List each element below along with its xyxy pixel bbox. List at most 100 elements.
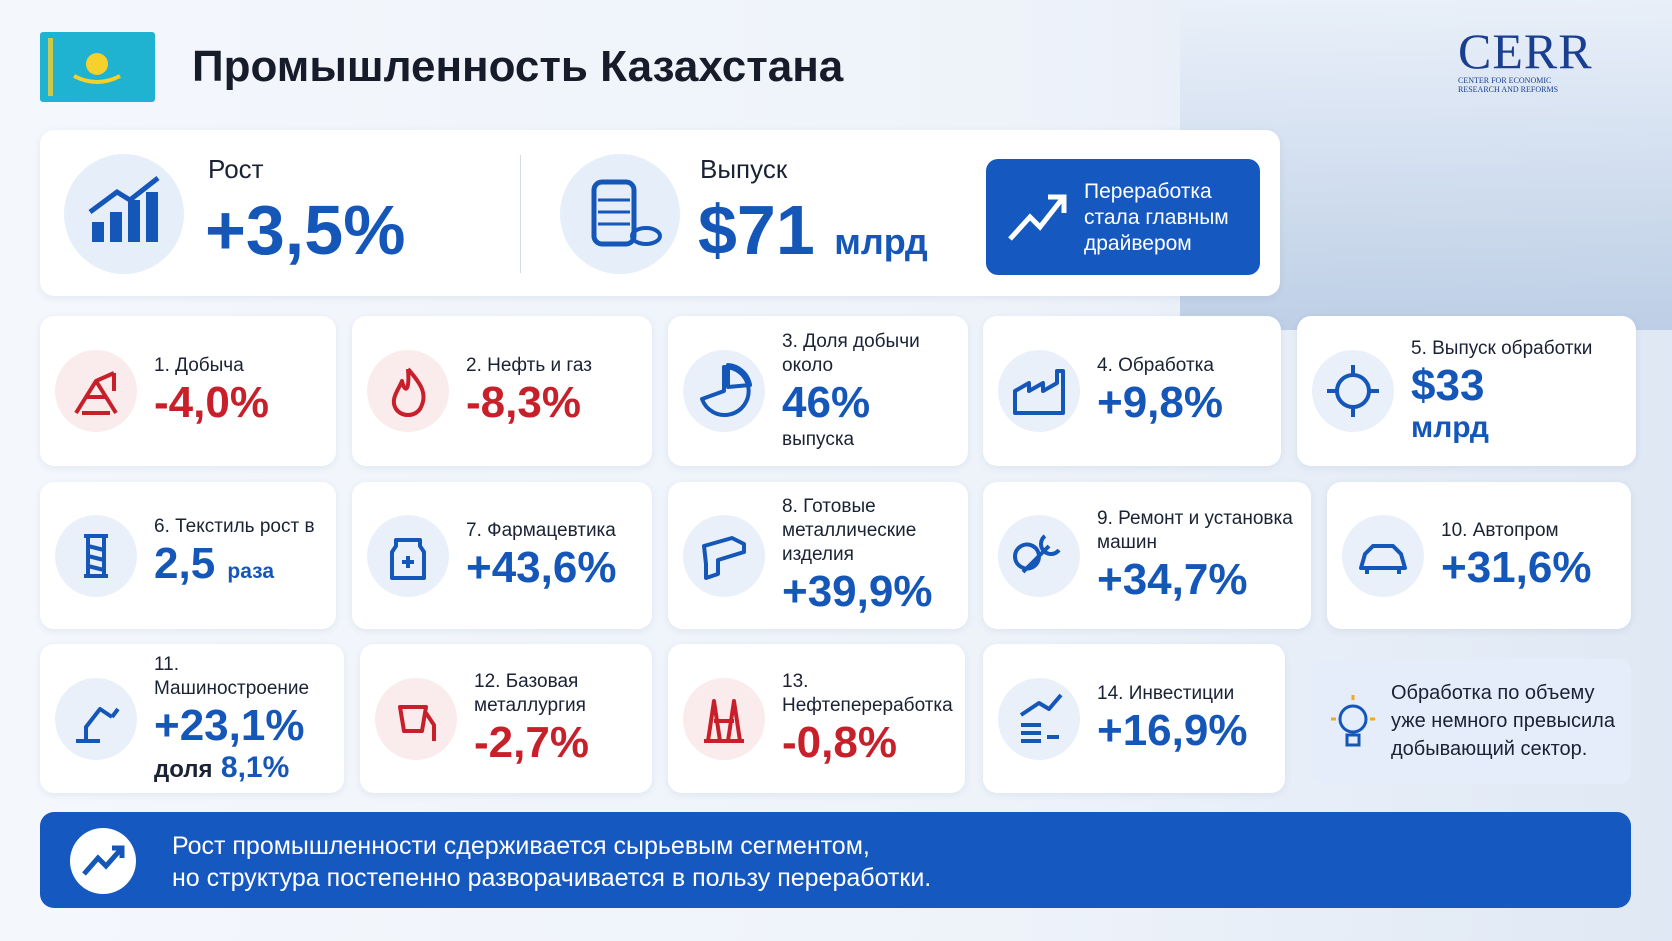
card-figure: 2,5 раза bbox=[154, 539, 328, 597]
growth-value: +3,5% bbox=[205, 191, 406, 269]
card-value: $33 bbox=[1411, 361, 1485, 410]
stat-card: 14. Инвестиции +16,9% bbox=[983, 644, 1285, 793]
card-label: 2. Нефть и газ bbox=[466, 355, 592, 376]
card-label: 11. Машиностроение bbox=[154, 653, 310, 699]
card-icon bbox=[55, 350, 137, 432]
card-figure: $33 bbox=[1411, 361, 1628, 411]
stat-card: 9. Ремонт и установка машин +34,7% bbox=[983, 482, 1311, 629]
card-icon bbox=[998, 350, 1080, 432]
card-figure: -0,8% bbox=[782, 718, 957, 768]
card-icon bbox=[998, 514, 1080, 597]
card-figure: -4,0% bbox=[154, 378, 328, 428]
card-figure: +39,9% bbox=[782, 567, 960, 617]
card-value: +9,8% bbox=[1097, 378, 1223, 427]
card-label: 4. Обработка bbox=[1097, 355, 1214, 376]
logo-name: CERR bbox=[1458, 23, 1593, 79]
card-suffix: млрд bbox=[1411, 411, 1489, 444]
card-text: 1. Добыча -4,0% bbox=[154, 316, 328, 466]
card-figure: -2,7% bbox=[474, 718, 644, 768]
card-text: 14. Инвестиции +16,9% bbox=[1097, 644, 1277, 793]
footer-line: Рост промышленности сдерживается сырьевы… bbox=[172, 832, 870, 860]
stat-card: 1. Добыча -4,0% bbox=[40, 316, 336, 466]
card-label: 3. Доля добычи около bbox=[782, 331, 920, 376]
card-value: -0,8% bbox=[782, 717, 897, 767]
stat-card: 6. Текстиль рост в 2,5 раза bbox=[40, 482, 336, 629]
card-text: 11. Машиностроение +23,1% доля 8,1% bbox=[154, 644, 336, 793]
card-value: +23,1% bbox=[154, 700, 305, 750]
note-icon bbox=[1331, 695, 1375, 747]
card-figure: +34,7% bbox=[1097, 555, 1303, 605]
card-text: 12. Базовая металлургия -2,7% bbox=[474, 644, 644, 793]
card-label: 6. Текстиль рост в bbox=[154, 515, 315, 537]
stat-card: 11. Машиностроение +23,1% доля 8,1% bbox=[40, 644, 344, 793]
output-unit: млрд bbox=[834, 221, 928, 262]
stat-card: 2. Нефть и газ -8,3% bbox=[352, 316, 652, 466]
highlight-box: Переработка стала главным драйвером bbox=[986, 159, 1260, 275]
card-icon bbox=[367, 350, 449, 432]
stat-card: 3. Доля добычи около 46% выпуска bbox=[668, 316, 968, 466]
card-figure: +9,8% bbox=[1097, 378, 1273, 428]
card-text: 10. Автопром +31,6% bbox=[1441, 482, 1623, 629]
stat-card: 8. Готовые металлические изделия +39,9% bbox=[668, 482, 968, 629]
card-value: -8,3% bbox=[466, 378, 581, 427]
card-icon bbox=[375, 677, 457, 760]
card-icon bbox=[683, 514, 765, 597]
card-value: -2,7% bbox=[474, 717, 589, 767]
card-text: 2. Нефть и газ -8,3% bbox=[466, 316, 644, 466]
stat-card: 7. Фармацевтика +43,6% bbox=[352, 482, 652, 629]
card-icon bbox=[1312, 350, 1394, 432]
card-text: 5. Выпуск обработки $33 млрд bbox=[1411, 316, 1628, 466]
note-text: Обработка по объему уже немного превысил… bbox=[1391, 682, 1615, 760]
card-extra: доля 8,1% bbox=[154, 751, 336, 785]
card-label: 5. Выпуск обработки bbox=[1411, 338, 1593, 359]
output-value: $71 bbox=[698, 191, 815, 269]
card-icon bbox=[683, 350, 765, 432]
card-label: 7. Фармацевтика bbox=[466, 519, 616, 541]
card-extra-value: 8,1% bbox=[220, 750, 290, 784]
footer-line: но структура постепенно разворачивается … bbox=[172, 864, 932, 892]
stat-card: 4. Обработка +9,8% bbox=[983, 316, 1281, 466]
growth-icon bbox=[64, 154, 184, 274]
card-value: +39,9% bbox=[782, 566, 933, 616]
footer-banner: Рост промышленности сдерживается сырьевы… bbox=[40, 812, 1631, 908]
output-label: Выпуск bbox=[700, 154, 788, 184]
card-figure: -8,3% bbox=[466, 378, 644, 428]
card-text: 9. Ремонт и установка машин +34,7% bbox=[1097, 482, 1303, 629]
footer-icon bbox=[70, 828, 136, 894]
card-icon bbox=[55, 514, 137, 597]
card-unit: раза bbox=[227, 559, 275, 583]
card-label: 9. Ремонт и установка машин bbox=[1097, 507, 1293, 553]
note-box: Обработка по объему уже немного превысил… bbox=[1311, 659, 1631, 784]
card-figure: +16,9% bbox=[1097, 706, 1277, 756]
card-figure: +31,6% bbox=[1441, 543, 1623, 593]
card-text: 13. Нефтепереработка -0,8% bbox=[782, 644, 957, 793]
card-value: +31,6% bbox=[1441, 542, 1592, 592]
card-label: 10. Автопром bbox=[1441, 519, 1559, 541]
card-text: 7. Фармацевтика +43,6% bbox=[466, 482, 644, 629]
card-icon bbox=[1342, 514, 1424, 597]
card-icon bbox=[55, 677, 137, 760]
card-figure: 46% bbox=[782, 378, 960, 428]
flag bbox=[40, 32, 155, 102]
card-value: +43,6% bbox=[466, 542, 617, 592]
card-icon bbox=[367, 514, 449, 597]
card-value: +34,7% bbox=[1097, 554, 1248, 604]
stat-card: 10. Автопром +31,6% bbox=[1327, 482, 1631, 629]
card-figure: +43,6% bbox=[466, 543, 644, 593]
card-extra-label: доля bbox=[154, 755, 213, 783]
highlight-icon bbox=[1008, 194, 1067, 241]
page-title: Промышленность Казахстана bbox=[192, 42, 844, 91]
stat-card: 12. Базовая металлургия -2,7% bbox=[360, 644, 652, 793]
card-value: +16,9% bbox=[1097, 705, 1248, 755]
card-label: 13. Нефтепереработка bbox=[782, 670, 953, 716]
card-value: 46% bbox=[782, 378, 871, 427]
card-label: 1. Добыча bbox=[154, 355, 244, 376]
separator bbox=[520, 155, 521, 273]
stat-card: 5. Выпуск обработки $33 млрд bbox=[1297, 316, 1636, 466]
card-icon bbox=[998, 677, 1080, 760]
flag-emblem bbox=[48, 38, 121, 96]
growth-label: Рост bbox=[208, 154, 264, 184]
card-figure: +23,1% bbox=[154, 701, 336, 751]
logo: CERR CENTER FOR ECONOMIC RESEARCH AND RE… bbox=[1458, 26, 1628, 94]
